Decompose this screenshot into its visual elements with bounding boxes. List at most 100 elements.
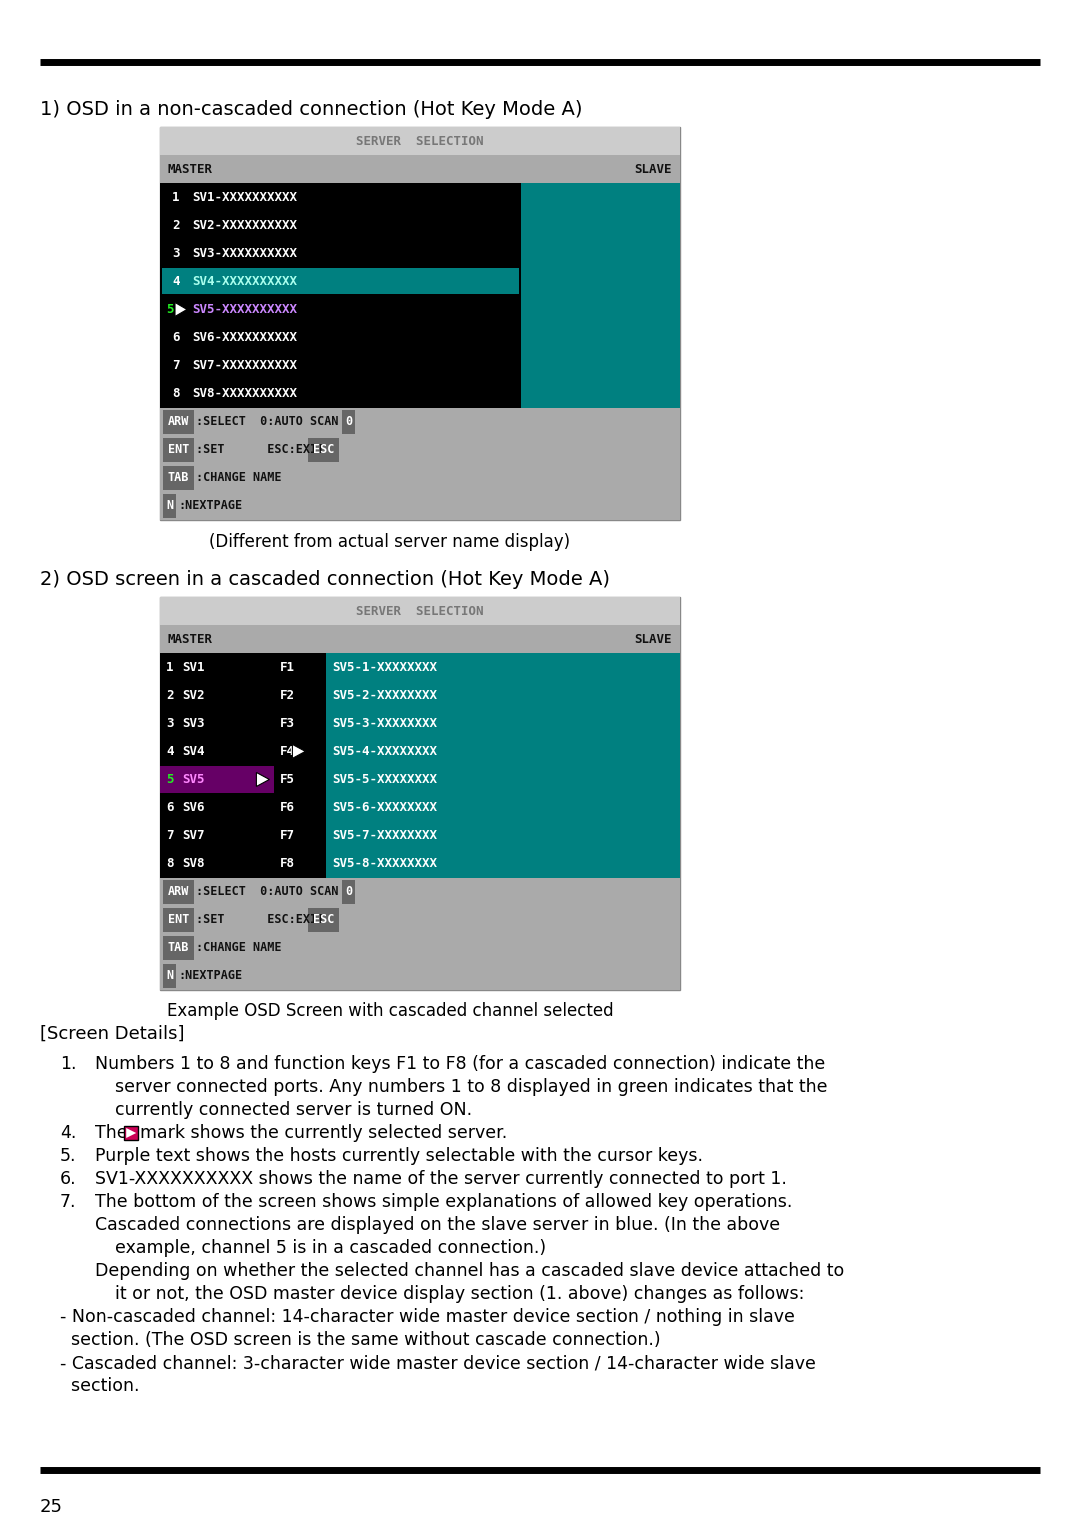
Bar [160,492,680,520]
Text: (Different from actual server name display): (Different from actual server name displ… [210,533,570,552]
Bar [163,964,176,989]
Text: example, channel 5 is in a cascaded connection.): example, channel 5 is in a cascaded conn… [114,1239,546,1258]
Text: SV5-1-XXXXXXXX: SV5-1-XXXXXXXX [333,660,437,674]
Bar [274,822,326,850]
Text: SLAVE: SLAVE [635,162,672,176]
Bar [160,681,680,709]
Bar [274,793,326,822]
Bar [160,963,680,990]
Bar [163,880,194,903]
Bar [160,934,680,963]
Text: 5.: 5. [60,1148,77,1164]
Bar [160,709,680,738]
Bar [160,127,680,154]
Text: 8: 8 [172,387,179,400]
Bar [160,154,680,183]
Text: :NEXTPAGE: :NEXTPAGE [178,500,242,512]
Text: SV7: SV7 [183,830,204,842]
Text: SV3-XXXXXXXXXX: SV3-XXXXXXXXXX [192,248,297,260]
Text: The bottom of the screen shows simple explanations of allowed key operations.: The bottom of the screen shows simple ex… [95,1193,793,1212]
Text: mark shows the currently selected server.: mark shows the currently selected server… [140,1125,508,1141]
Bar [160,822,680,850]
Text: :SELECT  0:AUTO SCAN: :SELECT 0:AUTO SCAN [195,416,338,428]
Bar [522,295,680,324]
Text: F5: F5 [280,773,295,785]
Text: 3: 3 [172,248,179,260]
Text: 6.: 6. [60,1170,77,1187]
Bar [160,793,274,822]
Text: N: N [166,500,173,512]
Bar [522,267,680,295]
Text: ENT: ENT [167,443,189,457]
Text: SV5-5-XXXXXXXX: SV5-5-XXXXXXXX [333,773,437,785]
Text: F6: F6 [280,801,295,814]
Text: TAB: TAB [167,472,189,484]
Bar [160,850,274,877]
Text: 5: 5 [166,773,174,785]
Text: SV5-8-XXXXXXXX: SV5-8-XXXXXXXX [333,857,437,869]
Text: 0: 0 [345,416,352,428]
Text: [Screen Details]: [Screen Details] [40,1025,185,1044]
Text: 4.: 4. [60,1125,77,1141]
Text: SV1: SV1 [183,660,204,674]
Text: SLAVE: SLAVE [635,633,672,646]
Bar [160,127,680,520]
Text: :SET      ESC:EXIT: :SET ESC:EXIT [195,443,324,457]
Text: 2: 2 [166,689,174,701]
Text: The: The [95,1125,133,1141]
Text: F1: F1 [280,660,295,674]
Text: SV5-7-XXXXXXXX: SV5-7-XXXXXXXX [333,830,437,842]
Bar [160,681,274,709]
Text: :NEXTPAGE: :NEXTPAGE [178,969,242,983]
Text: MASTER: MASTER [168,633,213,646]
Text: SV2: SV2 [183,689,204,701]
Text: TAB: TAB [167,941,189,955]
Text: 4: 4 [166,744,174,758]
Bar [160,652,274,681]
Text: ESC: ESC [313,443,334,457]
Text: SV6: SV6 [183,801,204,814]
Text: SV8: SV8 [183,857,204,869]
Text: 6: 6 [172,332,179,344]
Text: SV5-6-XXXXXXXX: SV5-6-XXXXXXXX [333,801,437,814]
Text: SV8-XXXXXXXXXX: SV8-XXXXXXXXXX [192,387,297,400]
Text: SV1-XXXXXXXXXX shows the name of the server currently connected to port 1.: SV1-XXXXXXXXXX shows the name of the ser… [95,1170,787,1187]
Text: SV7-XXXXXXXXXX: SV7-XXXXXXXXXX [192,359,297,373]
Bar [162,269,519,295]
Text: 2) OSD screen in a cascaded connection (Hot Key Mode A): 2) OSD screen in a cascaded connection (… [40,570,610,588]
Text: F4: F4 [280,744,295,758]
Text: :CHANGE NAME: :CHANGE NAME [195,941,282,955]
Bar [160,652,680,681]
Bar [160,240,522,267]
Text: section. (The OSD screen is the same without cascade connection.): section. (The OSD screen is the same wit… [60,1331,661,1349]
Text: SV5-3-XXXXXXXX: SV5-3-XXXXXXXX [333,717,437,730]
Bar [160,877,680,906]
Bar [160,351,522,379]
Bar [160,850,680,877]
Bar [160,435,680,465]
Bar [160,822,274,850]
Bar [522,351,680,379]
Bar [342,410,355,434]
Text: SV5-XXXXXXXXXX: SV5-XXXXXXXXXX [192,303,297,316]
Text: F8: F8 [280,857,295,869]
Text: 0: 0 [345,885,352,898]
Text: Numbers 1 to 8 and function keys F1 to F8 (for a cascaded connection) indicate t: Numbers 1 to 8 and function keys F1 to F… [95,1054,825,1073]
Text: 2: 2 [172,219,179,232]
Text: F2: F2 [280,689,295,701]
Bar [160,379,522,408]
Bar [342,880,355,903]
Text: N: N [166,969,173,983]
Text: SV4: SV4 [183,744,204,758]
Bar [274,766,326,793]
Bar [160,465,680,492]
Bar [274,738,326,766]
Text: MASTER: MASTER [168,162,213,176]
Bar [124,1126,138,1140]
Text: server connected ports. Any numbers 1 to 8 displayed in green indicates that the: server connected ports. Any numbers 1 to… [114,1077,827,1096]
Text: ARW: ARW [167,885,189,898]
Text: 8: 8 [166,857,174,869]
Text: 7: 7 [166,830,174,842]
Bar [160,295,522,324]
Text: 1: 1 [172,191,179,203]
